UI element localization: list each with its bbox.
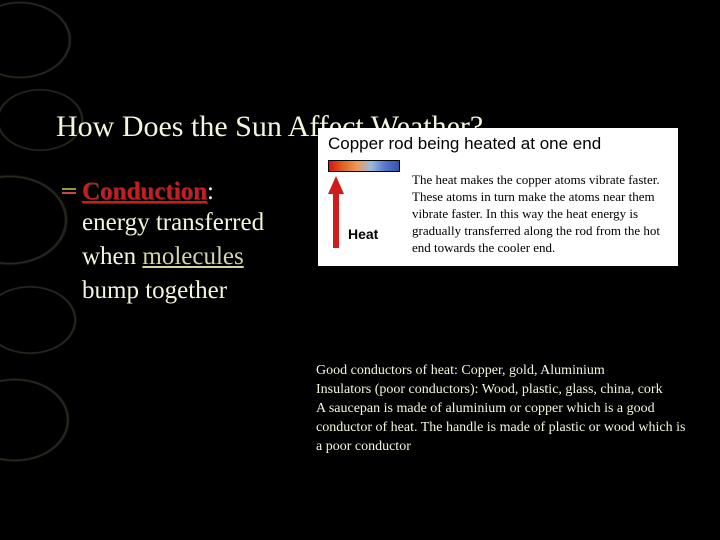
bottom-text-block: Good conductors of heat: Copper, gold, A… (316, 362, 692, 456)
bullet-line-3: bump together (82, 274, 312, 308)
bullet-line-1: energy transferred (82, 206, 312, 240)
bullet-line-2: when molecules (82, 240, 312, 274)
diagram-visual: Heat (328, 160, 404, 248)
bullet-content: Conduction: energy transferred when mole… (82, 178, 312, 307)
heat-arrow-box: Heat (328, 176, 404, 248)
molecules-word: molecules (142, 243, 243, 270)
saucepan-line: A saucepan is made of aluminium or coppe… (316, 400, 692, 457)
diagram-row: Heat The heat makes the copper atoms vib… (328, 160, 668, 256)
conductors-line: Good conductors of heat: Copper, gold, A… (316, 362, 692, 381)
conduction-term: Conduction (82, 178, 207, 205)
heat-description: The heat makes the copper atoms vibrate … (412, 160, 668, 256)
bullet-icon (62, 186, 76, 196)
heat-label: Heat (348, 226, 378, 248)
insulators-line: Insulators (poor conductors): Wood, plas… (316, 381, 692, 400)
bullet-section: Conduction: energy transferred when mole… (82, 178, 312, 307)
copper-rod-gradient (328, 160, 400, 172)
copper-rod-diagram: Copper rod being heated at one end Heat … (318, 128, 678, 266)
diagram-title: Copper rod being heated at one end (328, 134, 668, 154)
heat-arrow-icon (328, 176, 344, 248)
conduction-colon: : (207, 178, 214, 205)
